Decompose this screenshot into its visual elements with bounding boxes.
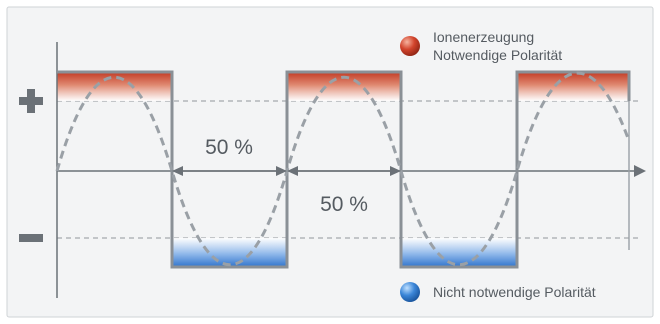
minus-sign-icon bbox=[19, 234, 43, 242]
positive-region-1 bbox=[57, 72, 172, 101]
legend-positive-line1: Ionenerzeugung bbox=[433, 29, 534, 45]
plus-sign-icon bbox=[19, 89, 43, 113]
blue-sphere-icon bbox=[400, 282, 420, 302]
duty-arrow-right-head-a bbox=[287, 166, 298, 176]
duty-arrow-left-head-a bbox=[172, 166, 183, 176]
negative-region-2 bbox=[401, 238, 517, 267]
legend-negative: Nicht notwendige Polarität bbox=[433, 284, 596, 300]
legend-positive-line2: Notwendige Polarität bbox=[433, 47, 562, 63]
negative-region-1 bbox=[172, 238, 287, 267]
duty-label-left: 50 % bbox=[205, 136, 253, 159]
positive-region-3 bbox=[517, 72, 629, 101]
red-sphere-icon bbox=[400, 36, 420, 56]
square-wave bbox=[57, 70, 631, 269]
x-axis-arrowhead bbox=[634, 165, 646, 177]
duty-arrow-left-head-b bbox=[276, 166, 287, 176]
duty-label-right: 50 % bbox=[320, 193, 368, 216]
duty-arrow-right-head-b bbox=[390, 166, 401, 176]
sine-wave bbox=[55, 71, 631, 267]
